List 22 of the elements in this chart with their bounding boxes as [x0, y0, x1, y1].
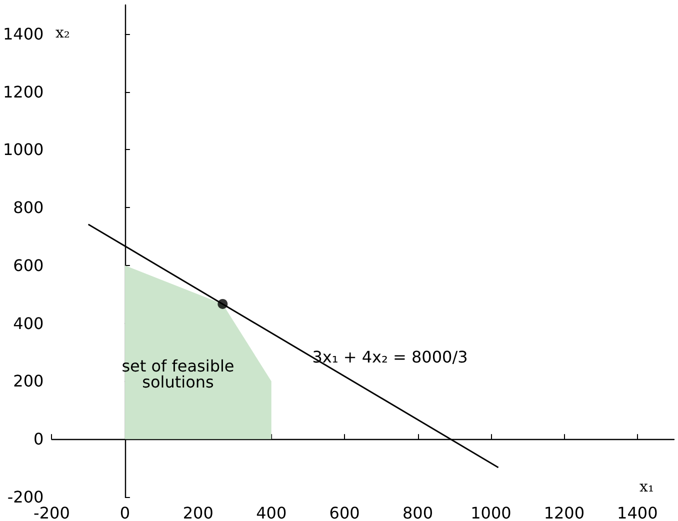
y-tick-label: 1400	[3, 24, 44, 44]
y-tick-label: 800	[13, 198, 44, 218]
x-tick-label: 400	[256, 504, 287, 521]
annotation: 3x₁ + 4x₂ = 8000/3	[312, 348, 468, 366]
y-tick-label: 0	[34, 430, 44, 449]
x-tick-label: 600	[329, 504, 360, 521]
y-tick-label: -200	[7, 488, 44, 506]
x-tick-label: 1400	[617, 504, 658, 521]
y-tick-label: 600	[13, 256, 44, 275]
x-tick-label: 1000	[470, 504, 512, 521]
x-tick-label: 200	[182, 504, 214, 521]
annotation: set of feasible solutions	[122, 356, 234, 392]
x-axis-title: x₁	[640, 478, 654, 496]
x-tick-label: 1200	[544, 504, 585, 521]
x-tick-label: 800	[402, 504, 434, 521]
x-tick-label: -200	[34, 504, 70, 521]
y-tick-label: 200	[13, 372, 44, 391]
x-tick-label: 0	[120, 504, 130, 521]
y-tick-label: 1200	[3, 82, 44, 102]
y-tick-label: 1000	[3, 140, 44, 160]
y-tick-label: 400	[13, 314, 44, 333]
y-axis-title: x₂	[55, 24, 70, 42]
